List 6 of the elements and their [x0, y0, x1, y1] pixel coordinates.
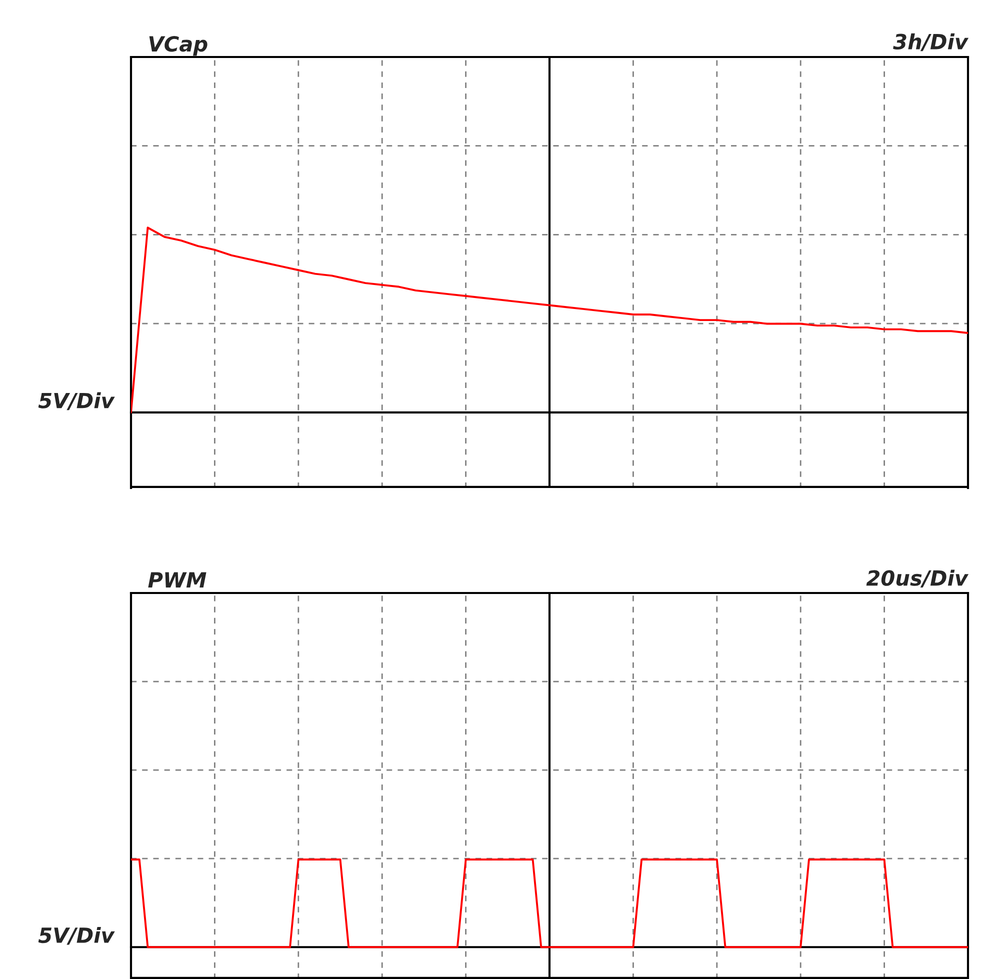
chart-title: VCap	[149, 36, 208, 56]
y-axis-title: 5V/Div	[38, 926, 115, 945]
x-axis-title: 3h/Div	[893, 33, 969, 52]
chart-title: PWM	[148, 572, 206, 588]
x-axis-title: 20us/Div	[866, 570, 969, 588]
y-axis-title: 5V/Div	[38, 392, 115, 410]
